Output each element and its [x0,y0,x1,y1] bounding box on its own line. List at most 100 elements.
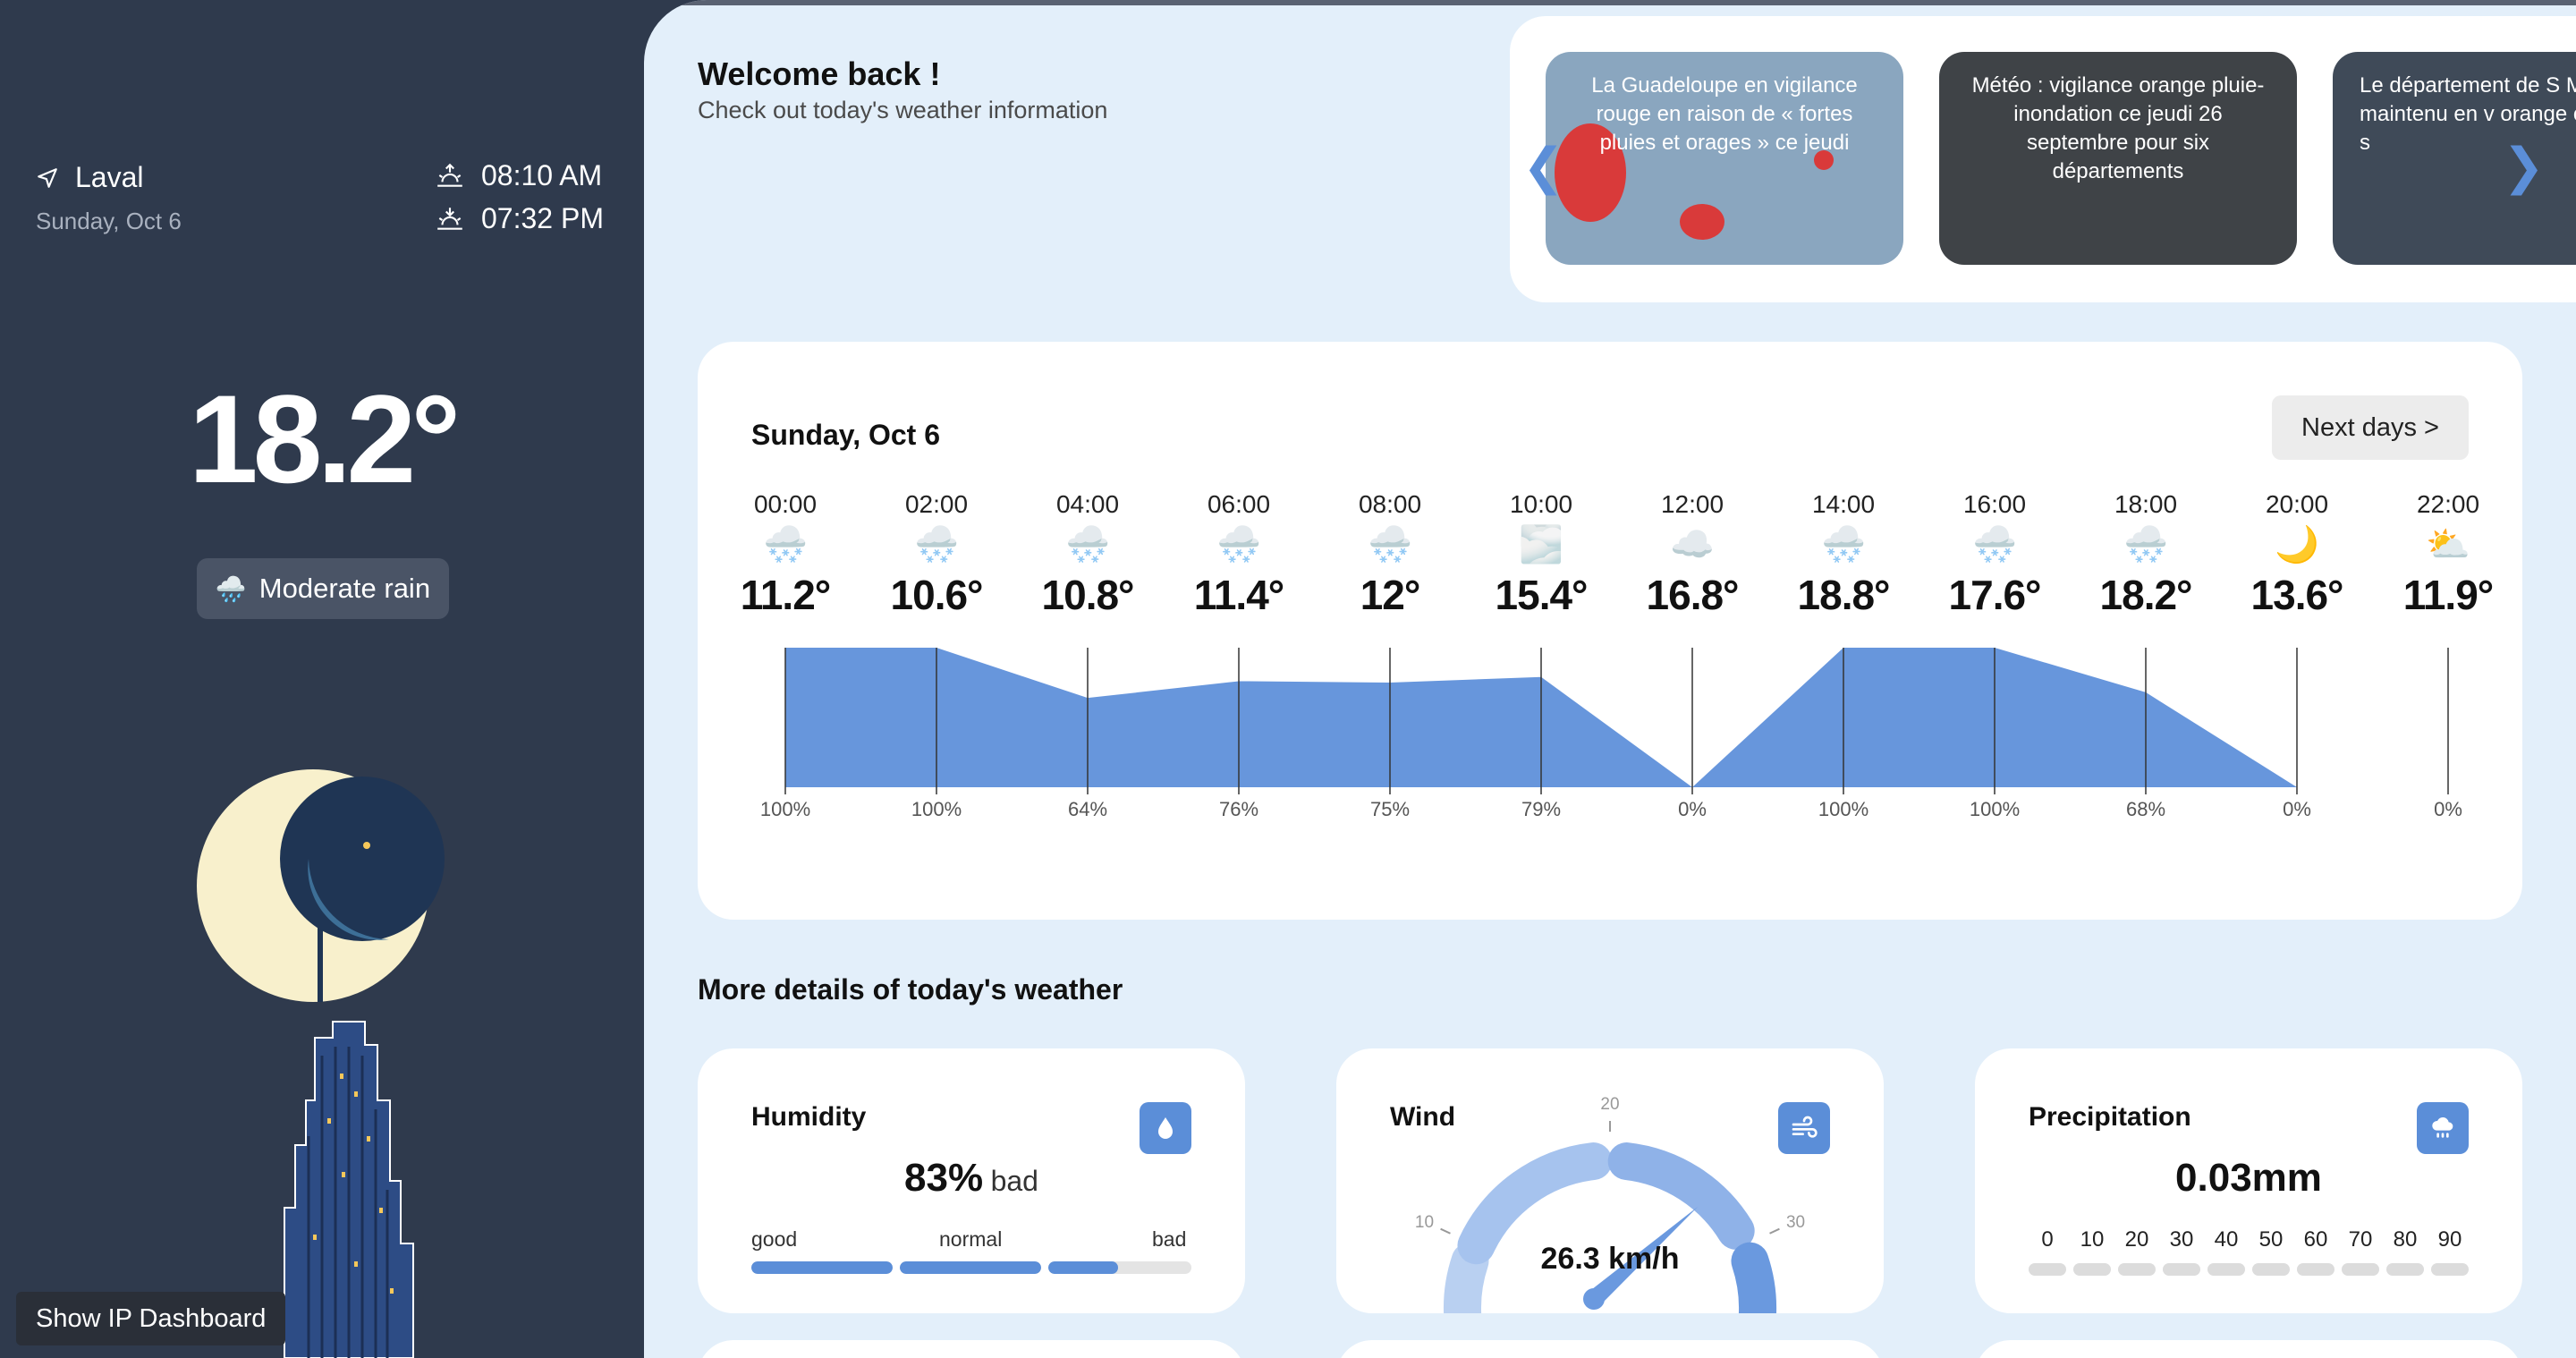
precipitation-tick-bar [2118,1263,2156,1276]
hour-time: 06:00 [1207,490,1271,518]
current-date: Sunday, Oct 6 [36,208,182,234]
hour-time: 04:00 [1055,490,1120,518]
hour-temperature: 13.6° [2250,572,2344,618]
humidity-label: 68% [2126,798,2165,820]
wind-gauge-tick-label: 20 [1600,1095,1619,1114]
precipitation-tick: 10 [2073,1227,2111,1276]
condition-badge: 🌧️ Moderate rain [197,558,449,619]
news-card[interactable]: Météo : vigilance orange pluie-inondatio… [1939,52,2297,265]
hour-column: 06:00 🌨️ 11.4° [1167,490,1310,619]
hour-temperature: 18.2° [2099,572,2193,618]
wind-gauge-segment [1444,1242,1489,1313]
humidity-value: 83% bad [698,1156,1245,1201]
wind-gauge-tick-label: 30 [1786,1213,1805,1232]
precipitation-tick: 20 [2118,1227,2156,1276]
precipitation-tick: 30 [2163,1227,2200,1276]
humidity-label: 0% [2283,798,2311,820]
next-days-button[interactable]: Next days > [2272,395,2469,460]
precipitation-card: Precipitation 0.03mm 0 10 20 30 40 50 60 70 80 90 [1975,1048,2522,1313]
precipitation-tick-bar [2386,1263,2424,1276]
hour-time: 02:00 [904,490,969,518]
welcome-subtitle: Check out today's weather information [698,97,1108,123]
precipitation-tick-bar [2207,1263,2245,1276]
precipitation-tick-label: 70 [2348,1227,2373,1252]
humidity-label: 100% [911,798,962,820]
sunrise: 08:10 AM [435,159,602,192]
humidity-label: 0% [1678,798,1707,820]
wind-gauge-tick-label: 10 [1415,1213,1434,1232]
precipitation-tick-bar [2297,1263,2334,1276]
precipitation-tick-label: 10 [2080,1227,2105,1252]
news-card[interactable]: La Guadeloupe en vigilance rouge en rais… [1546,52,1903,265]
humidity-label: 100% [760,798,810,820]
hour-column: 16:00 🌨️ 17.6° [1923,490,2066,619]
night-city-illustration [197,769,445,1358]
forecast-date: Sunday, Oct 6 [751,419,941,451]
wind-gauge-segment [1731,1242,1776,1313]
hour-time: 18:00 [2114,490,2178,518]
hour-column: 10:00 🌫️ 15.4° [1470,490,1613,619]
show-ip-dashboard-button[interactable]: Show IP Dashboard [16,1292,286,1345]
droplet-icon [1140,1102,1191,1154]
hour-temperature: 17.6° [1948,572,2042,618]
hour-column: 18:00 🌨️ 18.2° [2074,490,2217,619]
scale-label-bad: bad [1152,1227,1187,1251]
precipitation-value: 0.03mm [2175,1156,2322,1200]
precipitation-tick-label: 40 [2214,1227,2239,1252]
carousel-prev-icon[interactable]: ❮ [1522,138,1564,194]
sunrise-icon [435,161,465,191]
precipitation-tick: 70 [2342,1227,2379,1276]
wind-gauge-tick [1769,1227,1780,1235]
current-temperature: 18.2° [188,369,461,509]
wind-card: 051020304026.3 km/h Wind [1336,1048,1884,1313]
hour-time: 00:00 [753,490,818,518]
humidity-segment-normal [900,1261,1041,1274]
precipitation-tick-label: 0 [2041,1227,2054,1252]
news-headline: Le département de S Marne maintenu en v … [2360,73,2576,156]
hour-temperature: 18.8° [1797,572,1891,618]
precipitation-tick-label: 80 [2393,1227,2418,1252]
humidity-area [785,648,2448,787]
humidity-percent: 83% [904,1156,984,1200]
humidity-label: 64% [1068,798,1107,820]
weather-icon: ⛅ [2426,525,2470,564]
hour-temperature: 16.8° [1646,572,1740,618]
welcome-title: Welcome back ! [698,55,941,92]
news-headline: La Guadeloupe en vigilance rouge en rais… [1591,73,1858,156]
hour-temperature: 11.4° [1193,572,1284,618]
hour-column: 08:00 🌨️ 12° [1318,490,1462,619]
weather-icon: 🌨️ [763,525,808,564]
hour-column: 04:00 🌨️ 10.8° [1016,490,1159,619]
humidity-label: 0% [2434,798,2462,820]
wind-gauge-segment [1607,1142,1755,1250]
hour-temperature: 15.4° [1495,572,1589,618]
hour-time: 12:00 [1660,490,1724,518]
precipitation-tick: 60 [2297,1227,2334,1276]
news-headline: Météo : vigilance orange pluie-inondatio… [1971,73,2265,184]
weather-icon: 🌨️ [1065,525,1110,564]
detail-card-partial [1336,1340,1884,1358]
sunset: 07:32 PM [435,202,604,235]
precipitation-tick: 50 [2252,1227,2290,1276]
precipitation-title: Precipitation [2029,1102,2191,1132]
main-content: Welcome back ! Check out today's weather… [644,0,2576,1358]
precipitation-tick-bar [2431,1263,2469,1276]
hour-column: 14:00 🌨️ 18.8° [1772,490,1915,619]
hour-temperature: 11.2° [740,572,831,618]
wind-gauge-segment [1457,1142,1613,1265]
hour-time: 08:00 [1358,490,1422,518]
humidity-label: 79% [1521,798,1561,820]
weather-icon: 🌙 [2275,525,2319,564]
humidity-label: 100% [1970,798,2020,820]
details-title: More details of today's weather [698,973,1123,1006]
wind-gauge-needle [1587,1206,1699,1305]
sunset-icon [435,204,465,234]
weather-icon: ☁️ [1670,525,1715,564]
hourly-forecast-card: Sunday, Oct 6 Next days > 00:00 🌨️ 11.2° 02… [698,342,2522,920]
hour-column: 12:00 ☁️ 16.8° [1621,490,1764,619]
carousel-next-icon[interactable]: ❯ [2503,138,2545,194]
news-card[interactable]: Le département de S Marne maintenu en v … [2333,52,2576,265]
hour-temperature: 11.9° [2402,572,2494,618]
hour-column: 00:00 🌨️ 11.2° [714,490,857,619]
hour-column: 02:00 🌨️ 10.6° [865,490,1008,619]
